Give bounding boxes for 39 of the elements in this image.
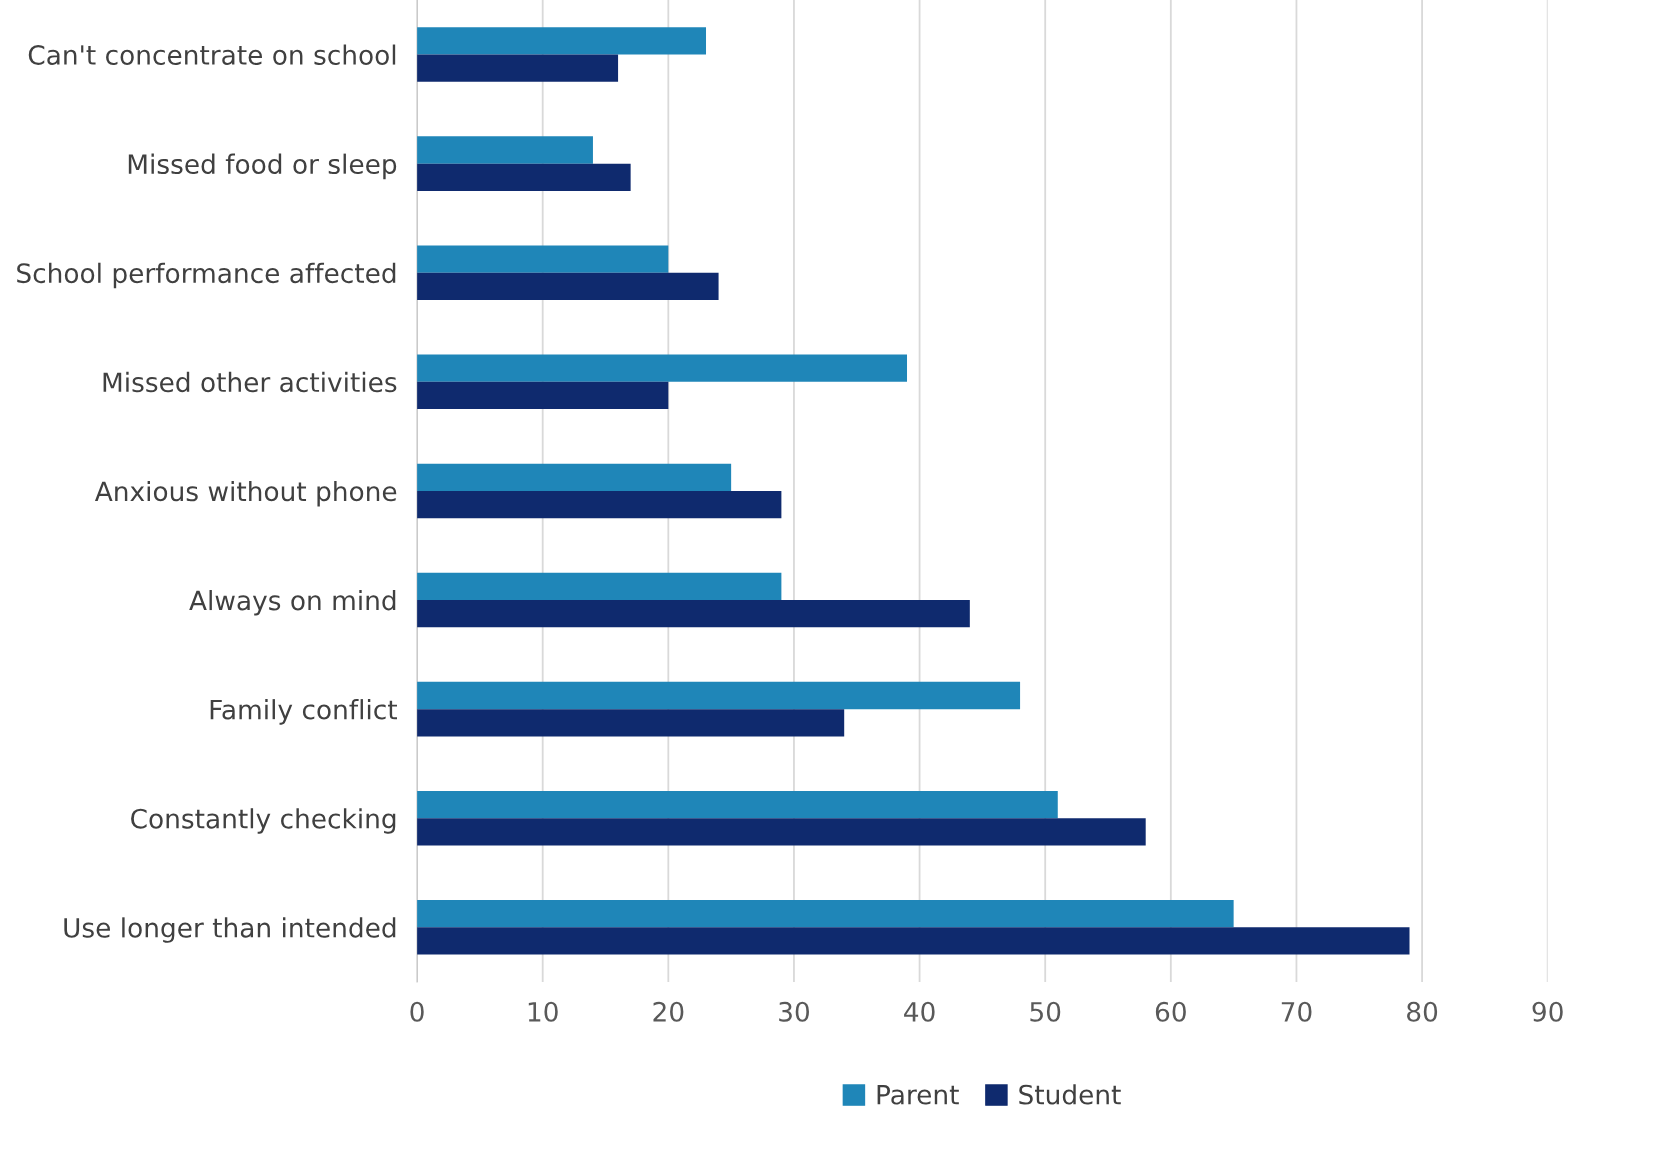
bar [417, 354, 908, 382]
bar [417, 245, 669, 273]
bar [417, 136, 593, 164]
x-tick-label: 30 [779, 1001, 809, 1022]
bar [417, 490, 782, 519]
bar [417, 163, 631, 191]
bar [417, 572, 782, 601]
x-tick-label: 40 [904, 1001, 935, 1022]
bar [417, 272, 719, 301]
bar [417, 927, 1410, 955]
y-tick-label: Use longer than intended [64, 917, 396, 943]
x-tick-label: 60 [1155, 1001, 1186, 1022]
legend-label: Parent [877, 1085, 959, 1105]
y-tick-label: Family conflict [210, 699, 397, 725]
x-tick-label: 90 [1532, 1001, 1563, 1022]
x-tick-label: 0 [410, 1001, 424, 1022]
bar [417, 600, 970, 628]
x-tick-label: 10 [528, 1001, 558, 1022]
y-tick-label: Missed other activities [103, 371, 397, 393]
bar [417, 790, 1058, 819]
y-tick-label: Missed food or sleep [128, 153, 397, 180]
bar [417, 54, 619, 82]
x-tick-label: 80 [1407, 1001, 1438, 1022]
bar [417, 27, 707, 55]
bar [417, 709, 845, 737]
bar [417, 900, 1234, 928]
x-tick-label: 50 [1030, 1001, 1061, 1022]
bar [417, 381, 669, 410]
legend-label: Student [1019, 1084, 1121, 1105]
y-tick-label: Can't concentrate on school [28, 44, 396, 65]
y-tick-label: Always on mind [189, 590, 396, 616]
bar [417, 463, 732, 491]
x-tick-label: 70 [1281, 1001, 1312, 1022]
bar [417, 681, 1021, 710]
y-tick-label: Constantly checking [131, 808, 396, 834]
y-tick-label: School performance affected [17, 262, 396, 289]
bar [417, 818, 1146, 846]
x-tick-label: 20 [653, 1001, 684, 1022]
y-tick-label: Anxious without phone [94, 480, 397, 507]
